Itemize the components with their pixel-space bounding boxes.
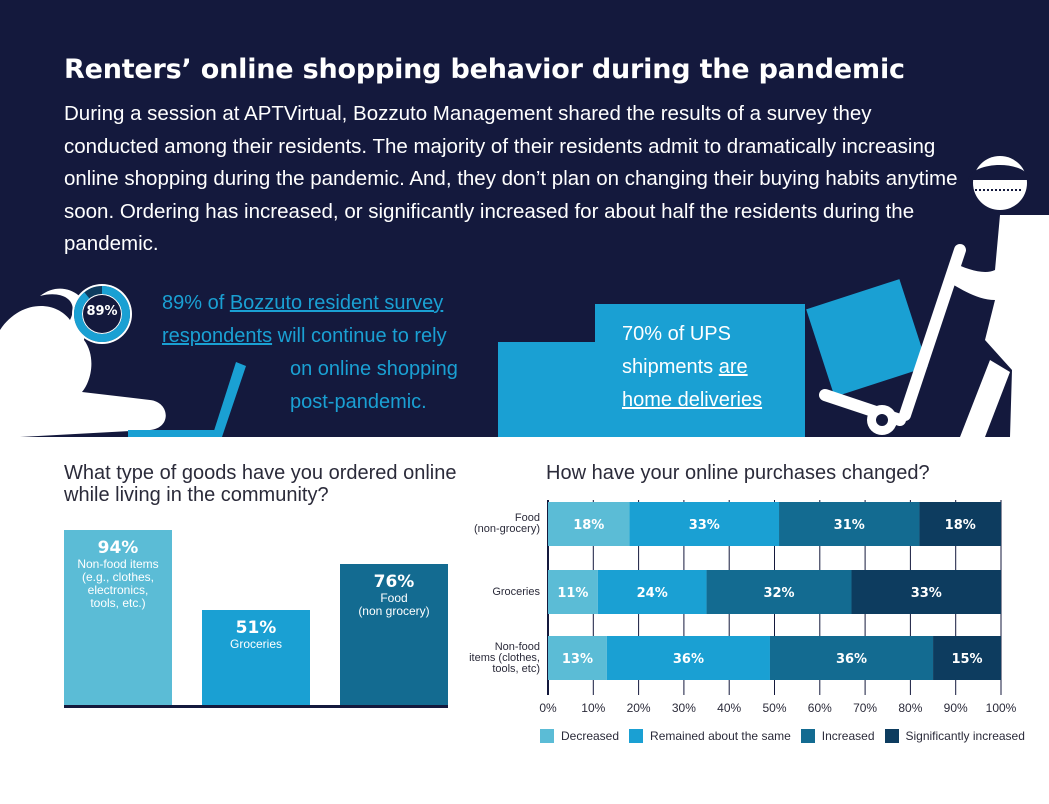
x-tick-label: 10%	[581, 701, 606, 715]
stacked-bar-value: 36%	[836, 652, 867, 667]
legend-swatch	[884, 729, 899, 743]
purchases-category-line: items (clothes,	[469, 651, 540, 664]
goods-bar-label: Non-food items	[77, 557, 159, 572]
stacked-bar-segment	[548, 570, 598, 614]
stacked-bar-value: 32%	[763, 586, 794, 601]
stat-89-line3: on online shopping	[290, 358, 458, 380]
respondents-link[interactable]: respondents	[162, 325, 273, 347]
stacked-bar-segment	[548, 502, 630, 546]
goods-bar-value: 76%	[373, 571, 415, 592]
percent-ring-89	[72, 284, 132, 344]
purchases-category-line: Non-food	[494, 640, 540, 653]
hero-banner: Renters’ online shopping behavior during…	[0, 0, 1049, 437]
x-tick-label: 60%	[807, 701, 832, 715]
legend-item: Increased	[800, 729, 875, 743]
purchases-category-label: Groceries	[458, 585, 540, 598]
x-tick-label: 100%	[985, 701, 1017, 715]
purchases-category-line: tools, etc)	[492, 662, 540, 675]
stacked-bar-value: 15%	[951, 652, 982, 667]
ups-stat-card	[595, 304, 805, 437]
x-tick-label: 30%	[671, 701, 696, 715]
stacked-bar-segment	[548, 636, 607, 680]
ring-label-89: 89%	[86, 304, 118, 319]
legend-swatch	[629, 729, 644, 743]
stacked-bar-value: 33%	[911, 586, 942, 601]
hero-illustrations	[0, 156, 1049, 437]
purchases-category-label: Food (non-grocery)	[458, 513, 540, 535]
stat-89-line1-a: 89% of	[162, 292, 230, 314]
stacked-bar-segment	[629, 502, 780, 546]
ups-line2-a: shipments	[622, 356, 719, 378]
legend-swatch	[800, 729, 815, 743]
purchases-legend: Decreased Remained about the same Increase…	[540, 729, 1035, 743]
intro-paragraph: During a session at APTVirtual, Bozzuto …	[64, 102, 958, 255]
goods-bar: 51% Groceries	[202, 610, 310, 705]
goods-bar-label: tools, etc.)	[90, 596, 146, 611]
goods-chart-baseline	[64, 705, 448, 708]
purchases-category-label: Non-food items (clothes, tools, etc)	[458, 640, 540, 675]
goods-bar-label: Food	[380, 590, 408, 605]
stacked-bar-segment	[769, 636, 934, 680]
legend-label: Significantly increased	[905, 729, 1025, 743]
stat-89-line2-b: will continue to rely	[272, 325, 447, 347]
legend-label: Decreased	[561, 729, 620, 743]
goods-bar: 94% Non-food items (e.g., clothes, electron…	[64, 530, 172, 705]
purchases-chart-title: How have your online purchases changed?	[546, 462, 930, 484]
stacked-bar-segment	[933, 636, 1001, 680]
stacked-bar-value: 24%	[637, 586, 668, 601]
stacked-bar-segment	[597, 570, 707, 614]
stat-89-text: 89% of Bozzuto resident survey responden…	[162, 287, 492, 419]
are-link[interactable]: are	[718, 356, 748, 378]
stacked-bar-value: 31%	[834, 518, 865, 533]
goods-bar-label: (e.g., clothes,	[81, 570, 155, 585]
ups-decor-block	[498, 342, 604, 437]
bozzuto-survey-link[interactable]: Bozzuto resident survey	[229, 292, 444, 314]
stat-89-line4: post-pandemic.	[290, 391, 427, 413]
x-tick-label: 0%	[539, 701, 557, 715]
ups-stat-text: 70% of UPS shipments are home deliveries	[622, 318, 762, 417]
x-tick-label: 50%	[762, 701, 787, 715]
x-tick-label: 20%	[626, 701, 651, 715]
goods-bar: 76% Food (non grocery)	[340, 563, 448, 705]
stacked-bar-value: 18%	[945, 518, 976, 533]
x-tick-label: 80%	[898, 701, 923, 715]
ups-line1: 70% of UPS	[622, 323, 731, 345]
legend-swatch	[540, 729, 554, 743]
stacked-bar-value: 18%	[573, 518, 604, 533]
goods-bar-label: (non grocery)	[358, 603, 430, 618]
home-deliveries-link[interactable]: home deliveries	[622, 389, 763, 411]
stacked-bar-segment	[919, 502, 1001, 546]
stacked-bar-value: 36%	[673, 652, 704, 667]
goods-bar-value: 51%	[235, 618, 277, 639]
delivery-person-illustration	[806, 156, 1049, 437]
stacked-bar-value: 13%	[562, 652, 593, 667]
legend-label: Increased	[821, 729, 875, 743]
x-tick-label: 70%	[853, 701, 878, 715]
x-tick-label: 90%	[943, 701, 968, 715]
stacked-bar-value: 11%	[557, 586, 588, 601]
stacked-bar-segment	[851, 570, 1001, 614]
purchases-category-line: (non-grocery)	[473, 523, 540, 535]
stacked-bar-segment	[779, 502, 920, 546]
page-title: Renters’ online shopping behavior during…	[64, 54, 905, 85]
purchases-category-line: Groceries	[492, 585, 540, 598]
stacked-bar-segment	[606, 636, 770, 680]
legend-item: Decreased	[540, 729, 619, 743]
person-laptop-illustration	[0, 288, 246, 437]
legend-label: Remained about the same	[650, 729, 791, 743]
legend-item: Remained about the same	[629, 729, 791, 743]
legend-item: Significantly increased	[884, 729, 1025, 743]
goods-bar-label: Groceries	[229, 637, 282, 652]
goods-bar-value: 94%	[97, 538, 139, 559]
x-tick-label: 40%	[717, 701, 742, 715]
stacked-bar-value: 33%	[689, 518, 720, 533]
goods-bar-label: electronics,	[87, 583, 149, 598]
goods-chart-title: What type of goods have you ordered onli…	[64, 462, 457, 506]
stacked-bar-segment	[706, 570, 852, 614]
purchases-category-line: Food	[514, 512, 540, 524]
